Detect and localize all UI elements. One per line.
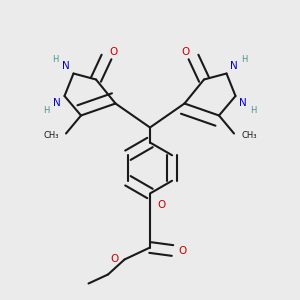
Text: CH₃: CH₃ <box>43 130 58 140</box>
Text: N: N <box>62 61 70 71</box>
Text: H: H <box>250 106 257 115</box>
Text: O: O <box>182 47 190 58</box>
Text: O: O <box>178 245 187 256</box>
Text: H: H <box>43 106 50 115</box>
Text: N: N <box>239 98 247 109</box>
Text: N: N <box>53 98 61 109</box>
Text: H: H <box>241 55 248 64</box>
Text: CH₃: CH₃ <box>242 130 257 140</box>
Text: O: O <box>110 254 118 265</box>
Text: N: N <box>230 61 238 71</box>
Text: H: H <box>52 55 59 64</box>
Text: O: O <box>158 200 166 211</box>
Text: O: O <box>110 47 118 58</box>
